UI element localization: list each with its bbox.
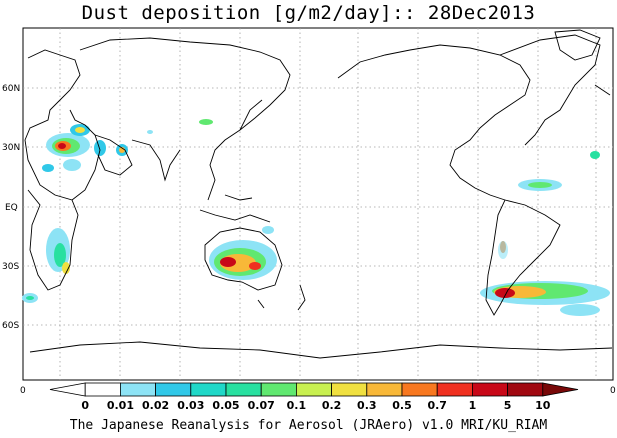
colorbar-swatch [155, 382, 192, 397]
coastlines [24, 29, 613, 359]
colorbar-label: 0 [81, 399, 89, 412]
colorbar-label: 0.1 [287, 399, 307, 412]
lat-label-30s: 30S [2, 262, 19, 272]
colorbar-swatch [190, 382, 227, 397]
colorbar-label: 0.05 [212, 399, 239, 412]
colorbar-label: 0.7 [427, 399, 447, 412]
lat-label-30n: 30N [2, 143, 20, 153]
colorbar-swatch [331, 382, 368, 397]
colorbar-label: 0.3 [357, 399, 377, 412]
colorbar-swatch [471, 382, 508, 397]
colorbar-swatch [366, 382, 403, 397]
colorbar-label: 10 [535, 399, 551, 412]
colorbar-swatch [401, 382, 438, 397]
lat-label-eq: EQ [5, 203, 18, 213]
dust-shading [22, 119, 610, 316]
colorbar-label: 0.01 [107, 399, 134, 412]
colorbar-swatch [542, 382, 579, 397]
lat-label-60n: 60N [2, 84, 20, 94]
colorbar-swatch [295, 382, 332, 397]
credit-line: The Japanese Reanalysis for Aerosol (JRA… [69, 418, 548, 433]
colorbar-label: 5 [504, 399, 512, 412]
map-title: Dust deposition [g/m2/day]:: 28Dec2013 [81, 2, 536, 24]
colorbar-swatch [49, 382, 86, 397]
lat-label-60s: 60S [2, 321, 19, 331]
colorbar-label: 1 [469, 399, 477, 412]
colorbar-swatch [225, 382, 262, 397]
colorbar-label: 0.2 [322, 399, 342, 412]
colorbar: 0 0.01 0.02 0.03 0.05 0.07 0.1 0.2 0.3 0.5 0.7 1 5 10 [49, 382, 579, 412]
colorbar-label: 0.03 [177, 399, 204, 412]
edge-label-right: 0 [610, 386, 616, 396]
colorbar-label: 0.02 [142, 399, 169, 412]
colorbar-label: 0.5 [392, 399, 412, 412]
map-frame [22, 27, 614, 381]
colorbar-label: 0.07 [248, 399, 275, 412]
gridlines [23, 28, 613, 380]
colorbar-swatch [120, 382, 157, 397]
colorbar-swatch [84, 382, 121, 397]
colorbar-swatch [436, 382, 473, 397]
edge-label-left: 0 [20, 386, 26, 396]
colorbar-swatch [507, 382, 544, 397]
colorbar-swatch [260, 382, 297, 397]
